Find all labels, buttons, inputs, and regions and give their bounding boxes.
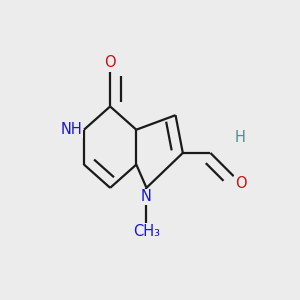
Text: O: O [235, 176, 247, 191]
Text: O: O [104, 55, 116, 70]
Text: CH₃: CH₃ [133, 224, 160, 239]
Text: NH: NH [61, 122, 82, 137]
Text: H: H [235, 130, 246, 145]
Text: N: N [141, 189, 152, 204]
